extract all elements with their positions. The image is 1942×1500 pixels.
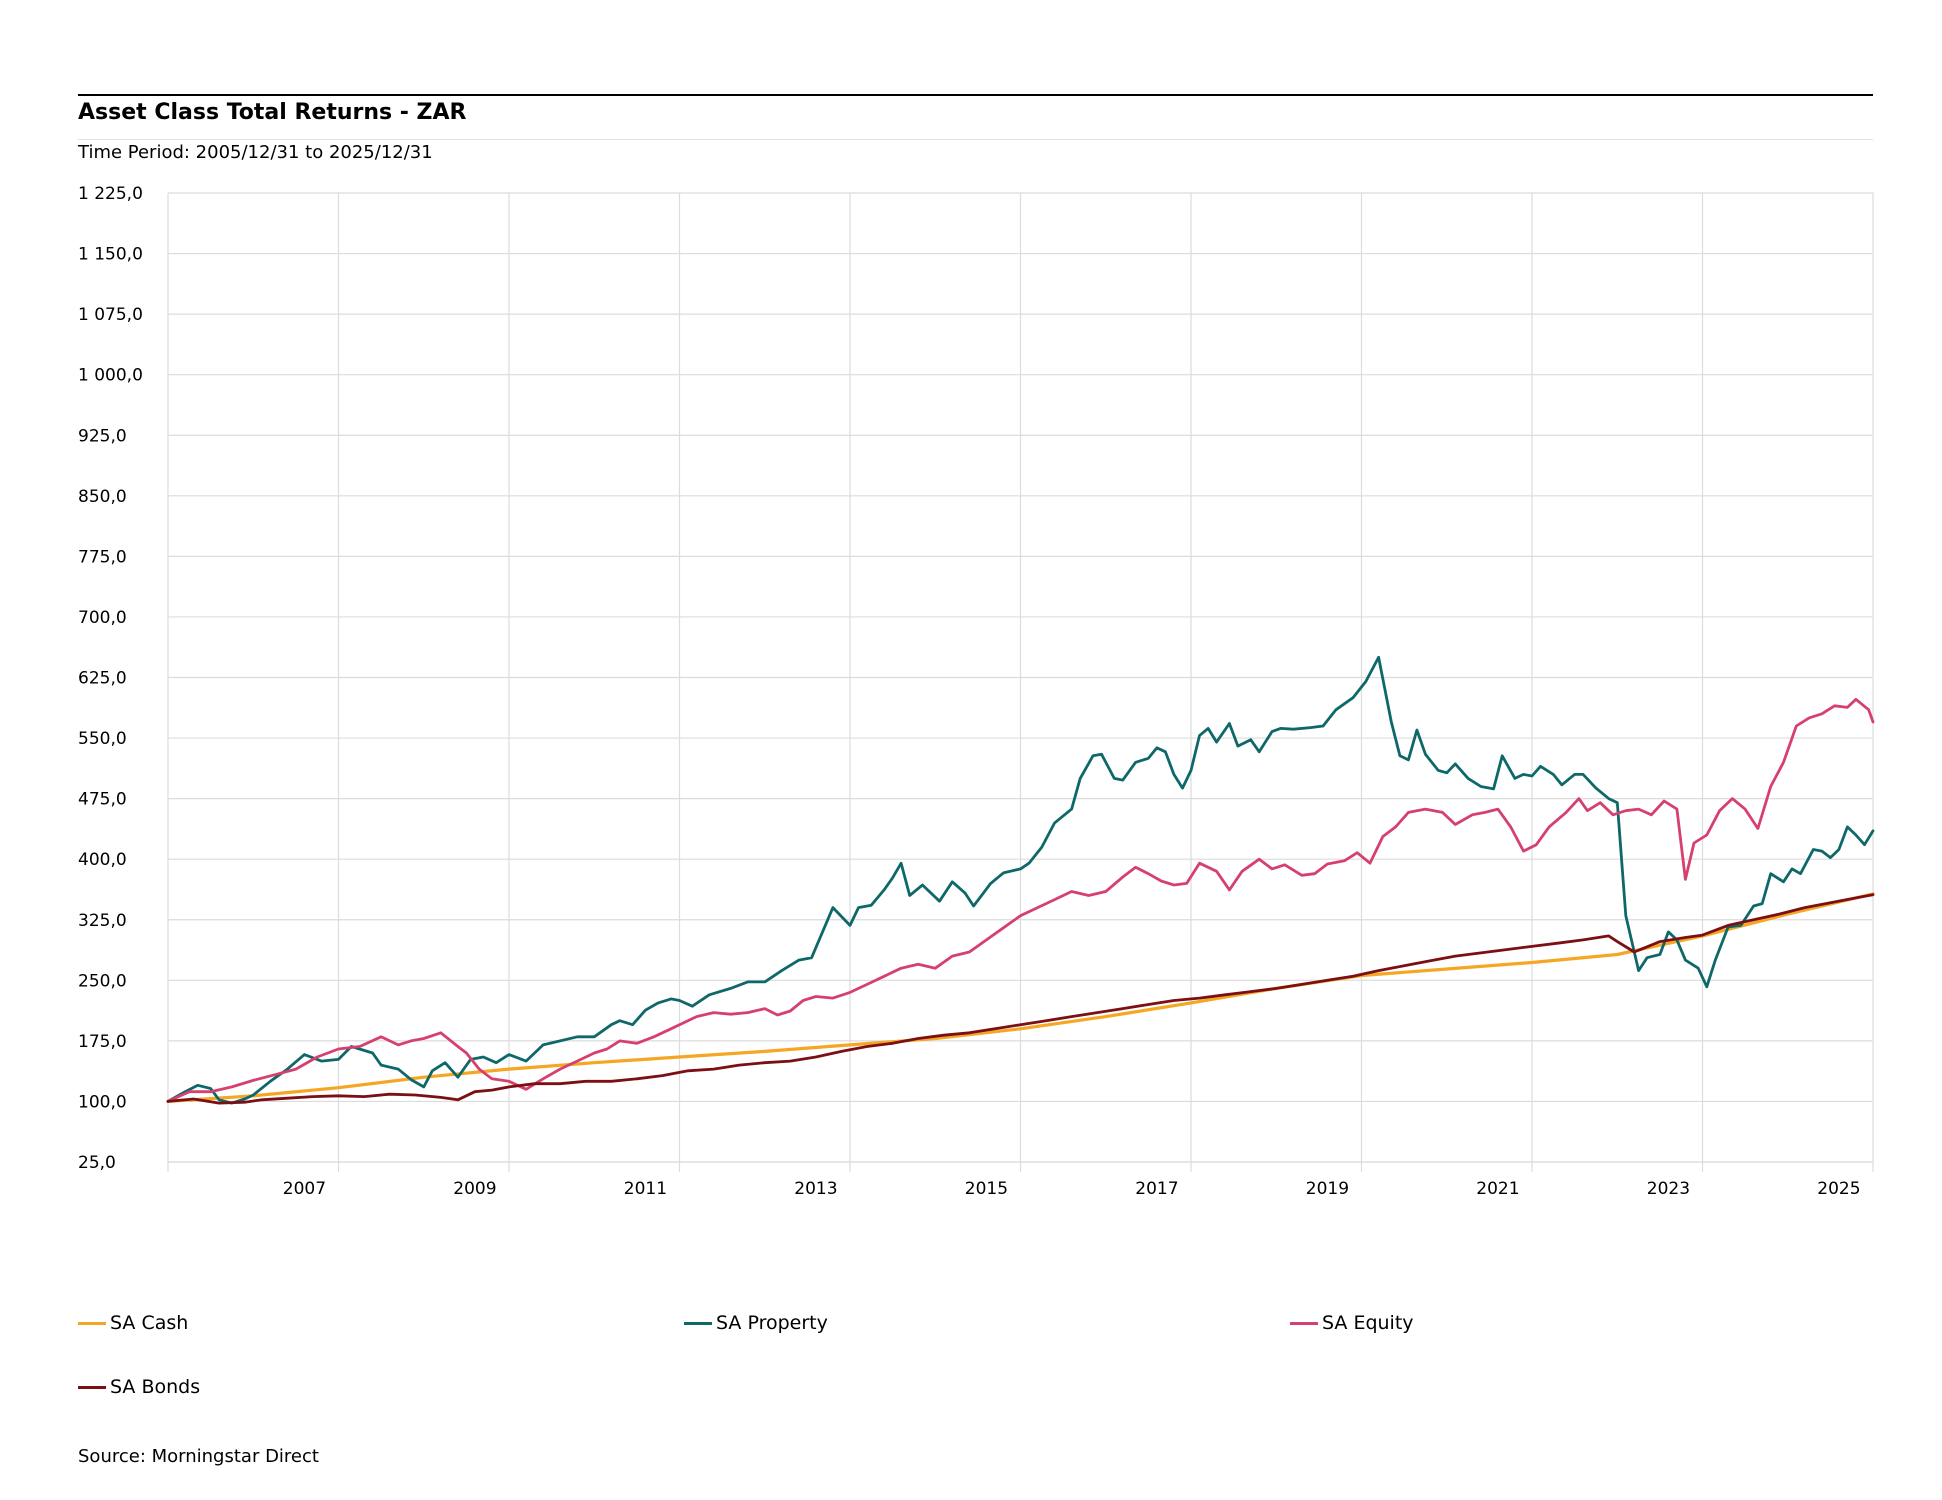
legend-item-sa-property[interactable]: SA Property	[684, 1312, 828, 1334]
chart-title: Asset Class Total Returns - ZAR	[78, 100, 467, 125]
source-note: Source: Morningstar Direct	[78, 1446, 319, 1467]
x-axis-ticks: 2007 2009 2011 2013 2015 2017 2019 2021 2023 2025	[283, 1179, 1861, 1199]
gridlines	[167, 192, 1874, 1172]
legend-swatch-sa-bonds	[78, 1385, 106, 1389]
x-tick-label: 2021	[1476, 1179, 1519, 1199]
legend-label: SA Cash	[110, 1312, 189, 1334]
legend-swatch-sa-equity	[1290, 1321, 1318, 1325]
legend-label: SA Property	[716, 1312, 828, 1334]
x-tick-label: 2023	[1647, 1179, 1690, 1199]
y-tick-label: 1 075,0	[78, 305, 143, 325]
x-tick-label: 2011	[624, 1179, 667, 1199]
y-tick-label: 625,0	[78, 669, 127, 689]
x-tick-label: 2025	[1817, 1179, 1860, 1199]
y-tick-label: 100,0	[78, 1092, 127, 1112]
legend-swatch-sa-cash	[78, 1321, 106, 1325]
series-lines	[166, 655, 1875, 1105]
y-tick-label: 175,0	[78, 1032, 127, 1052]
y-tick-label: 400,0	[78, 850, 127, 870]
series-line-sa-bonds	[166, 893, 1875, 1105]
y-axis-ticks: 25,0 100,0 175,0 250,0 325,0 400,0 475,0 550,0 6…	[78, 184, 143, 1173]
x-tick-label: 2017	[1135, 1179, 1178, 1199]
y-tick-label: 700,0	[78, 608, 127, 628]
x-tick-label: 2013	[794, 1179, 837, 1199]
y-tick-label: 250,0	[78, 971, 127, 991]
series-line-sa-property	[166, 655, 1875, 1105]
x-tick-label: 2019	[1306, 1179, 1349, 1199]
legend-label: SA Bonds	[110, 1376, 201, 1398]
y-tick-label: 1 000,0	[78, 366, 143, 386]
x-tick-label: 2015	[965, 1179, 1008, 1199]
legend-swatch-sa-property	[684, 1321, 712, 1325]
y-tick-label: 325,0	[78, 911, 127, 931]
y-tick-label: 925,0	[78, 426, 127, 446]
y-tick-label: 550,0	[78, 729, 127, 749]
chart-subtitle: Time Period: 2005/12/31 to 2025/12/31	[78, 142, 433, 163]
legend-item-sa-cash[interactable]: SA Cash	[78, 1312, 188, 1334]
legend-item-sa-bonds[interactable]: SA Bonds	[78, 1376, 200, 1398]
line-chart: 25,0 100,0 175,0 250,0 325,0 400,0 475,0 550,0 6…	[78, 184, 1875, 1199]
legend-item-sa-equity[interactable]: SA Equity	[1290, 1312, 1414, 1334]
series-line-sa-equity	[166, 697, 1875, 1103]
y-tick-label: 475,0	[78, 790, 127, 810]
y-tick-label: 850,0	[78, 487, 127, 507]
legend-label: SA Equity	[1322, 1312, 1414, 1334]
x-tick-label: 2009	[453, 1179, 496, 1199]
series-line-sa-cash	[166, 892, 1875, 1103]
x-tick-label: 2007	[283, 1179, 326, 1199]
y-tick-label: 25,0	[78, 1153, 116, 1173]
y-tick-label: 1 225,0	[78, 184, 143, 204]
y-tick-label: 775,0	[78, 547, 127, 567]
title-divider	[78, 139, 1873, 140]
y-tick-label: 1 150,0	[78, 245, 143, 265]
top-rule	[78, 94, 1873, 96]
